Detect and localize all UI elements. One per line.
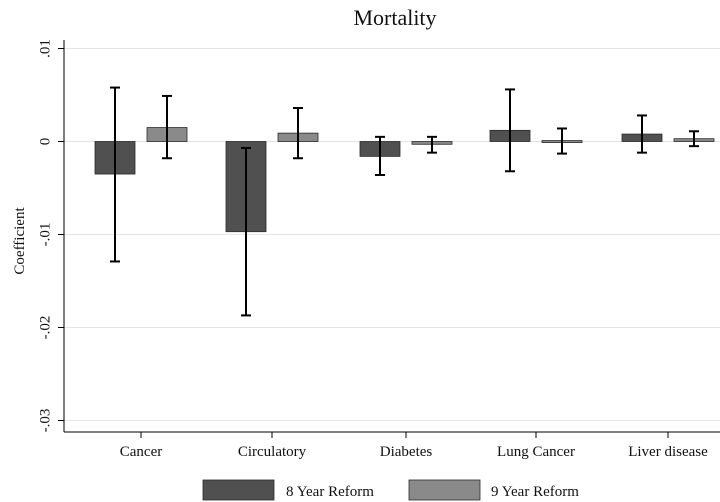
- legend: 8 Year Reform 9 Year Reform: [202, 479, 579, 501]
- chart-title: Mortality: [353, 5, 436, 30]
- legend-swatch: [202, 479, 275, 501]
- legend-label: 8 Year Reform: [286, 484, 374, 500]
- y-tick-label: -.03: [37, 409, 53, 433]
- y-axis-label: Coefficient: [12, 207, 28, 275]
- y-tick-label: .01: [37, 39, 53, 58]
- error-bars-group: [110, 86, 699, 317]
- legend-label: 9 Year Reform: [491, 484, 579, 500]
- y-tick-label: -.01: [37, 223, 53, 247]
- y-tick-label: 0: [37, 138, 53, 146]
- x-tick-label: Liver disease: [628, 444, 708, 460]
- x-tick-label: Cancer: [120, 444, 162, 460]
- x-ticks: Cancer Circulatory Diabetes Lung Cancer Live…: [120, 432, 708, 460]
- y-tick-label: -.02: [37, 316, 53, 340]
- x-tick-label: Lung Cancer: [497, 444, 575, 460]
- y-ticks: .01 0 -.01 -.02 -.03: [37, 39, 64, 432]
- legend-swatch: [408, 479, 481, 501]
- x-tick-label: Diabetes: [380, 444, 433, 460]
- x-tick-label: Circulatory: [238, 444, 307, 460]
